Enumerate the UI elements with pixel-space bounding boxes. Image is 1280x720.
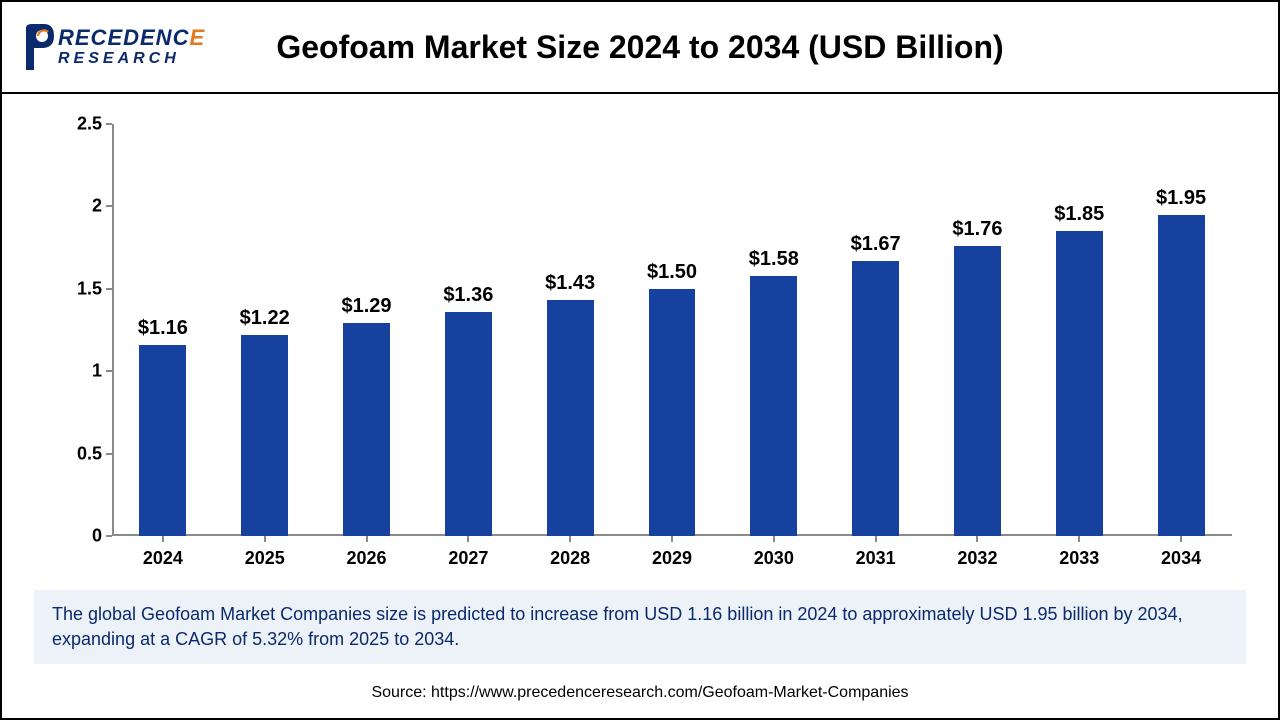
- bar-rect: [1056, 231, 1103, 536]
- bar-rect: [139, 345, 186, 536]
- plot-region: 00.511.522.5$1.162024$1.222025$1.292026$…: [112, 124, 1232, 536]
- bar-value-label: $1.95: [1148, 187, 1214, 210]
- x-tick-label: 2027: [417, 548, 519, 569]
- bar: $1.85: [1056, 231, 1103, 536]
- bar-value-label: $1.43: [537, 272, 603, 295]
- bar-rect: [445, 312, 492, 536]
- y-tick-label: 1.5: [50, 278, 102, 299]
- x-tick-mark: [264, 536, 266, 542]
- bar: $1.16: [139, 345, 186, 536]
- bar-value-label: $1.29: [334, 295, 400, 318]
- logo-text: RECEDENCE RESEARCH: [58, 27, 205, 67]
- x-tick-mark: [1078, 536, 1080, 542]
- bar-value-label: $1.50: [639, 261, 705, 284]
- bar-value-label: $1.85: [1046, 203, 1112, 226]
- logo-p-icon: [20, 22, 56, 72]
- bar: $1.36: [445, 312, 492, 536]
- x-tick-label: 2026: [316, 548, 418, 569]
- x-tick-mark: [671, 536, 673, 542]
- bar-rect: [750, 276, 797, 536]
- y-tick-mark: [106, 370, 112, 372]
- bar-value-label: $1.76: [945, 218, 1011, 241]
- brand-logo: RECEDENCE RESEARCH: [20, 22, 205, 72]
- y-tick-mark: [106, 123, 112, 125]
- x-tick-label: 2025: [214, 548, 316, 569]
- y-tick-label: 0.5: [50, 443, 102, 464]
- y-axis-line: [112, 124, 114, 536]
- x-tick-mark: [773, 536, 775, 542]
- bar: $1.95: [1158, 215, 1205, 536]
- bar-value-label: $1.22: [232, 307, 298, 330]
- logo-word-accent: E: [189, 25, 205, 50]
- x-tick-mark: [366, 536, 368, 542]
- bar: $1.76: [954, 246, 1001, 536]
- header: RECEDENCE RESEARCH Geofoam Market Size 2…: [2, 2, 1278, 94]
- y-tick-mark: [106, 453, 112, 455]
- x-tick-label: 2033: [1028, 548, 1130, 569]
- bar-value-label: $1.58: [741, 248, 807, 271]
- x-tick-mark: [467, 536, 469, 542]
- x-tick-mark: [162, 536, 164, 542]
- bar-rect: [343, 323, 390, 536]
- bar-rect: [547, 300, 594, 536]
- y-tick-mark: [106, 535, 112, 537]
- bar-rect: [1158, 215, 1205, 536]
- bar-rect: [852, 261, 899, 536]
- x-tick-mark: [875, 536, 877, 542]
- bar: $1.50: [649, 289, 696, 536]
- x-tick-label: 2031: [825, 548, 927, 569]
- y-tick-mark: [106, 205, 112, 207]
- bar: $1.43: [547, 300, 594, 536]
- x-tick-mark: [976, 536, 978, 542]
- y-tick-label: 0: [50, 526, 102, 547]
- x-tick-label: 2032: [927, 548, 1029, 569]
- bar-value-label: $1.67: [843, 233, 909, 256]
- x-tick-label: 2028: [519, 548, 621, 569]
- logo-bottom-line: RESEARCH: [58, 51, 205, 67]
- bar-rect: [649, 289, 696, 536]
- report-card: RECEDENCE RESEARCH Geofoam Market Size 2…: [0, 0, 1280, 720]
- bar-value-label: $1.16: [130, 317, 196, 340]
- bar-rect: [241, 335, 288, 536]
- bar: $1.67: [852, 261, 899, 536]
- logo-top-line: RECEDENCE: [58, 27, 205, 49]
- logo-word-main: RECEDENC: [58, 25, 189, 50]
- y-tick-label: 2: [50, 196, 102, 217]
- x-tick-mark: [1180, 536, 1182, 542]
- bar-rect: [954, 246, 1001, 536]
- y-tick-label: 2.5: [50, 114, 102, 135]
- y-tick-label: 1: [50, 361, 102, 382]
- bar: $1.22: [241, 335, 288, 536]
- bar: $1.29: [343, 323, 390, 536]
- bar-value-label: $1.36: [436, 284, 502, 307]
- x-tick-label: 2030: [723, 548, 825, 569]
- summary-text: The global Geofoam Market Companies size…: [52, 604, 1183, 649]
- chart-area: 0 0.5 1 1.5 2 2.5 $1.16 2024 $1.22 2025 $1.29 2026 $…: [34, 110, 1246, 580]
- y-tick-mark: [106, 288, 112, 290]
- summary-box: The global Geofoam Market Companies size…: [34, 590, 1246, 664]
- x-tick-label: 2034: [1130, 548, 1232, 569]
- x-tick-mark: [569, 536, 571, 542]
- source-citation: Source: https://www.precedenceresearch.c…: [2, 684, 1278, 702]
- x-tick-label: 2024: [112, 548, 214, 569]
- bar: $1.58: [750, 276, 797, 536]
- x-tick-label: 2029: [621, 548, 723, 569]
